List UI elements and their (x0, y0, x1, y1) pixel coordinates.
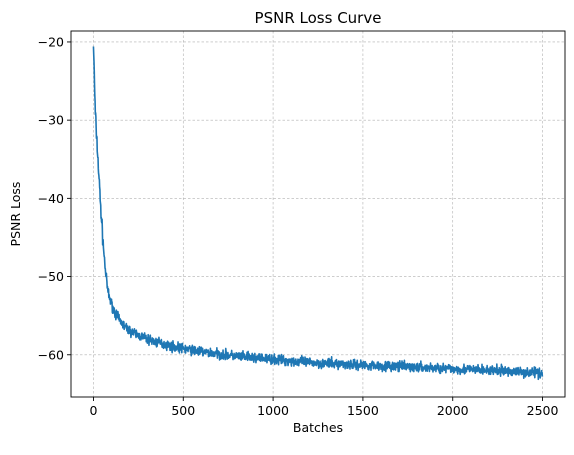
y-tick-label: −50 (38, 269, 64, 284)
x-tick-label: 1500 (347, 403, 379, 418)
x-axis-title: Batches (293, 420, 343, 435)
y-axis-title: PSNR Loss (8, 182, 23, 247)
ticks: 0 500 1000 1500 2000 2500 −60 −50 −40 −30 −20 (38, 34, 559, 418)
plot-frame (70, 30, 566, 398)
chart-title: PSNR Loss Curve (255, 9, 382, 27)
grid (71, 31, 565, 397)
y-tick-label: −40 (38, 191, 64, 206)
series-layer (92, 46, 544, 381)
x-tick-label: 2500 (527, 403, 559, 418)
x-tick-label: 1000 (257, 403, 289, 418)
psnr-loss-line (92, 46, 544, 381)
x-tick-label: 2000 (437, 403, 469, 418)
x-tick-label: 0 (89, 403, 97, 418)
x-tick-label: 500 (171, 403, 195, 418)
y-tick-label: −60 (38, 347, 64, 362)
y-tick-label: −20 (38, 34, 64, 49)
y-tick-label: −30 (38, 113, 64, 128)
